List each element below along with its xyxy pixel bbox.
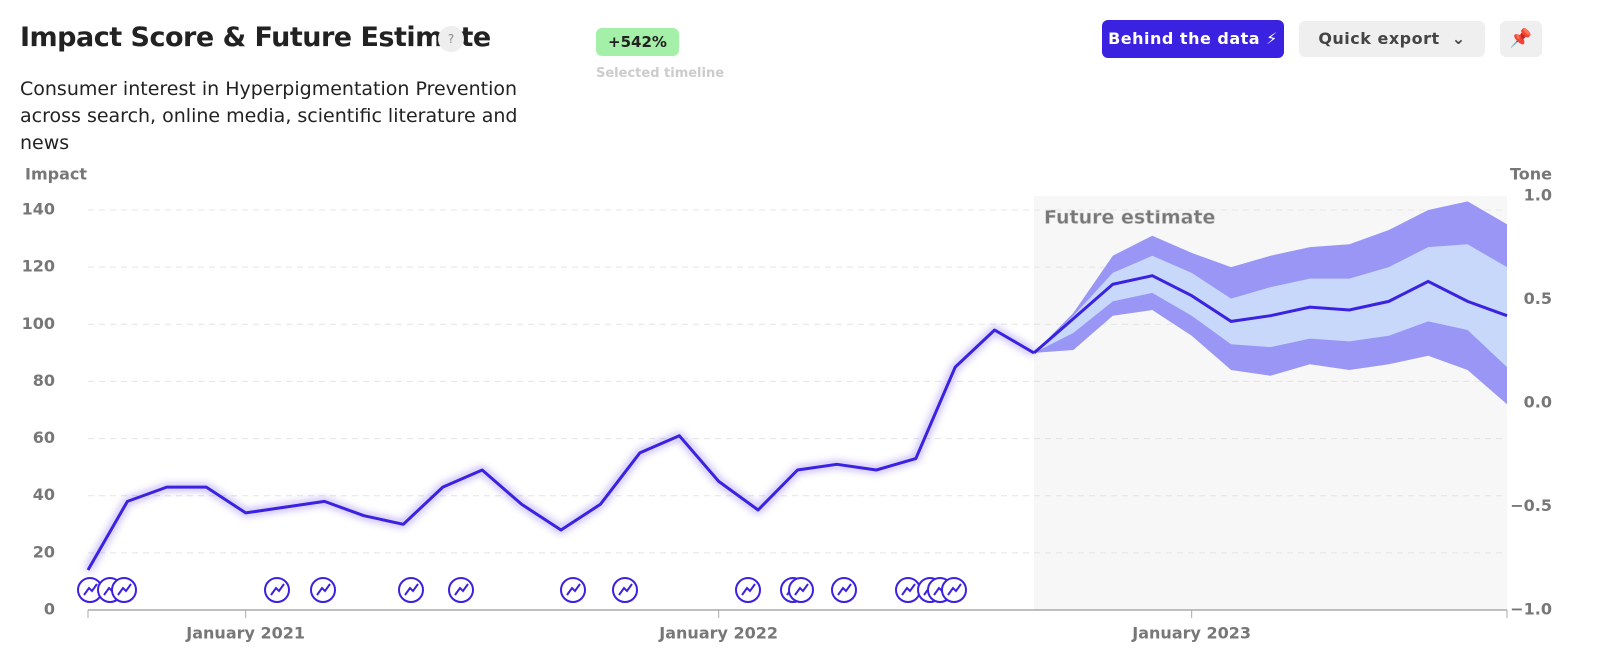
pin-button[interactable]: 📌 [1500,21,1542,57]
x-tick-label: January 2023 [1131,624,1251,643]
y-axis-title: Impact [25,165,87,184]
y-tick-label: 40 [33,485,55,504]
quick-export-button[interactable]: Quick export ⌄ [1299,21,1485,57]
subtitle: Consumer interest in Hyperpigmentation P… [20,78,518,154]
y-tick-label: 120 [22,257,55,276]
event-icon-glyph [618,583,633,596]
button-label: Behind the data [1108,29,1261,48]
annotation: Future estimate [1044,207,1215,229]
button-label: Quick export [1318,29,1440,48]
y2-tick-label: 1.0 [1524,186,1552,205]
forecast-line [1033,274,1508,355]
line [86,328,1035,571]
y2-axis-title: Tone [1510,165,1552,184]
event-icon-glyph [117,583,132,596]
x-tick-label: January 2021 [185,624,305,643]
y2-tick-label: 0.0 [1524,393,1552,412]
help-icon[interactable]: ? [438,26,464,52]
event-icon-glyph [947,583,962,596]
event-icon-glyph [741,583,756,596]
y-tick-label: 140 [22,200,55,219]
event-icon-glyph [794,583,809,596]
event-icon-glyph [316,583,331,596]
x-tick-label: January 2022 [658,624,778,643]
event-icon-glyph [837,583,852,596]
event-icon-glyph [454,583,469,596]
y-tick-label: 80 [33,371,55,390]
badge-caption: Selected timeline [596,66,725,81]
y-tick-label: 0 [44,600,55,619]
change-badge: +542% [596,28,679,56]
y-tick-label: 20 [33,542,55,561]
event-icon-glyph [404,583,419,596]
event-icon-glyph [566,583,581,596]
y2-tick-label: 0.5 [1524,289,1552,308]
y2-tick-label: −0.5 [1510,496,1552,515]
behind-data-button[interactable]: Behind the data ⚡ [1102,20,1284,58]
y-tick-label: 100 [22,314,55,333]
line-glow [85,326,1036,572]
title: Impact Score & Future Estimate [20,22,491,53]
y-tick-label: 60 [33,428,55,447]
event-icon-glyph [901,583,916,596]
event-icon-glyph [270,583,285,596]
event-icon-glyph [83,583,98,596]
y2-tick-label: −1.0 [1510,600,1552,619]
